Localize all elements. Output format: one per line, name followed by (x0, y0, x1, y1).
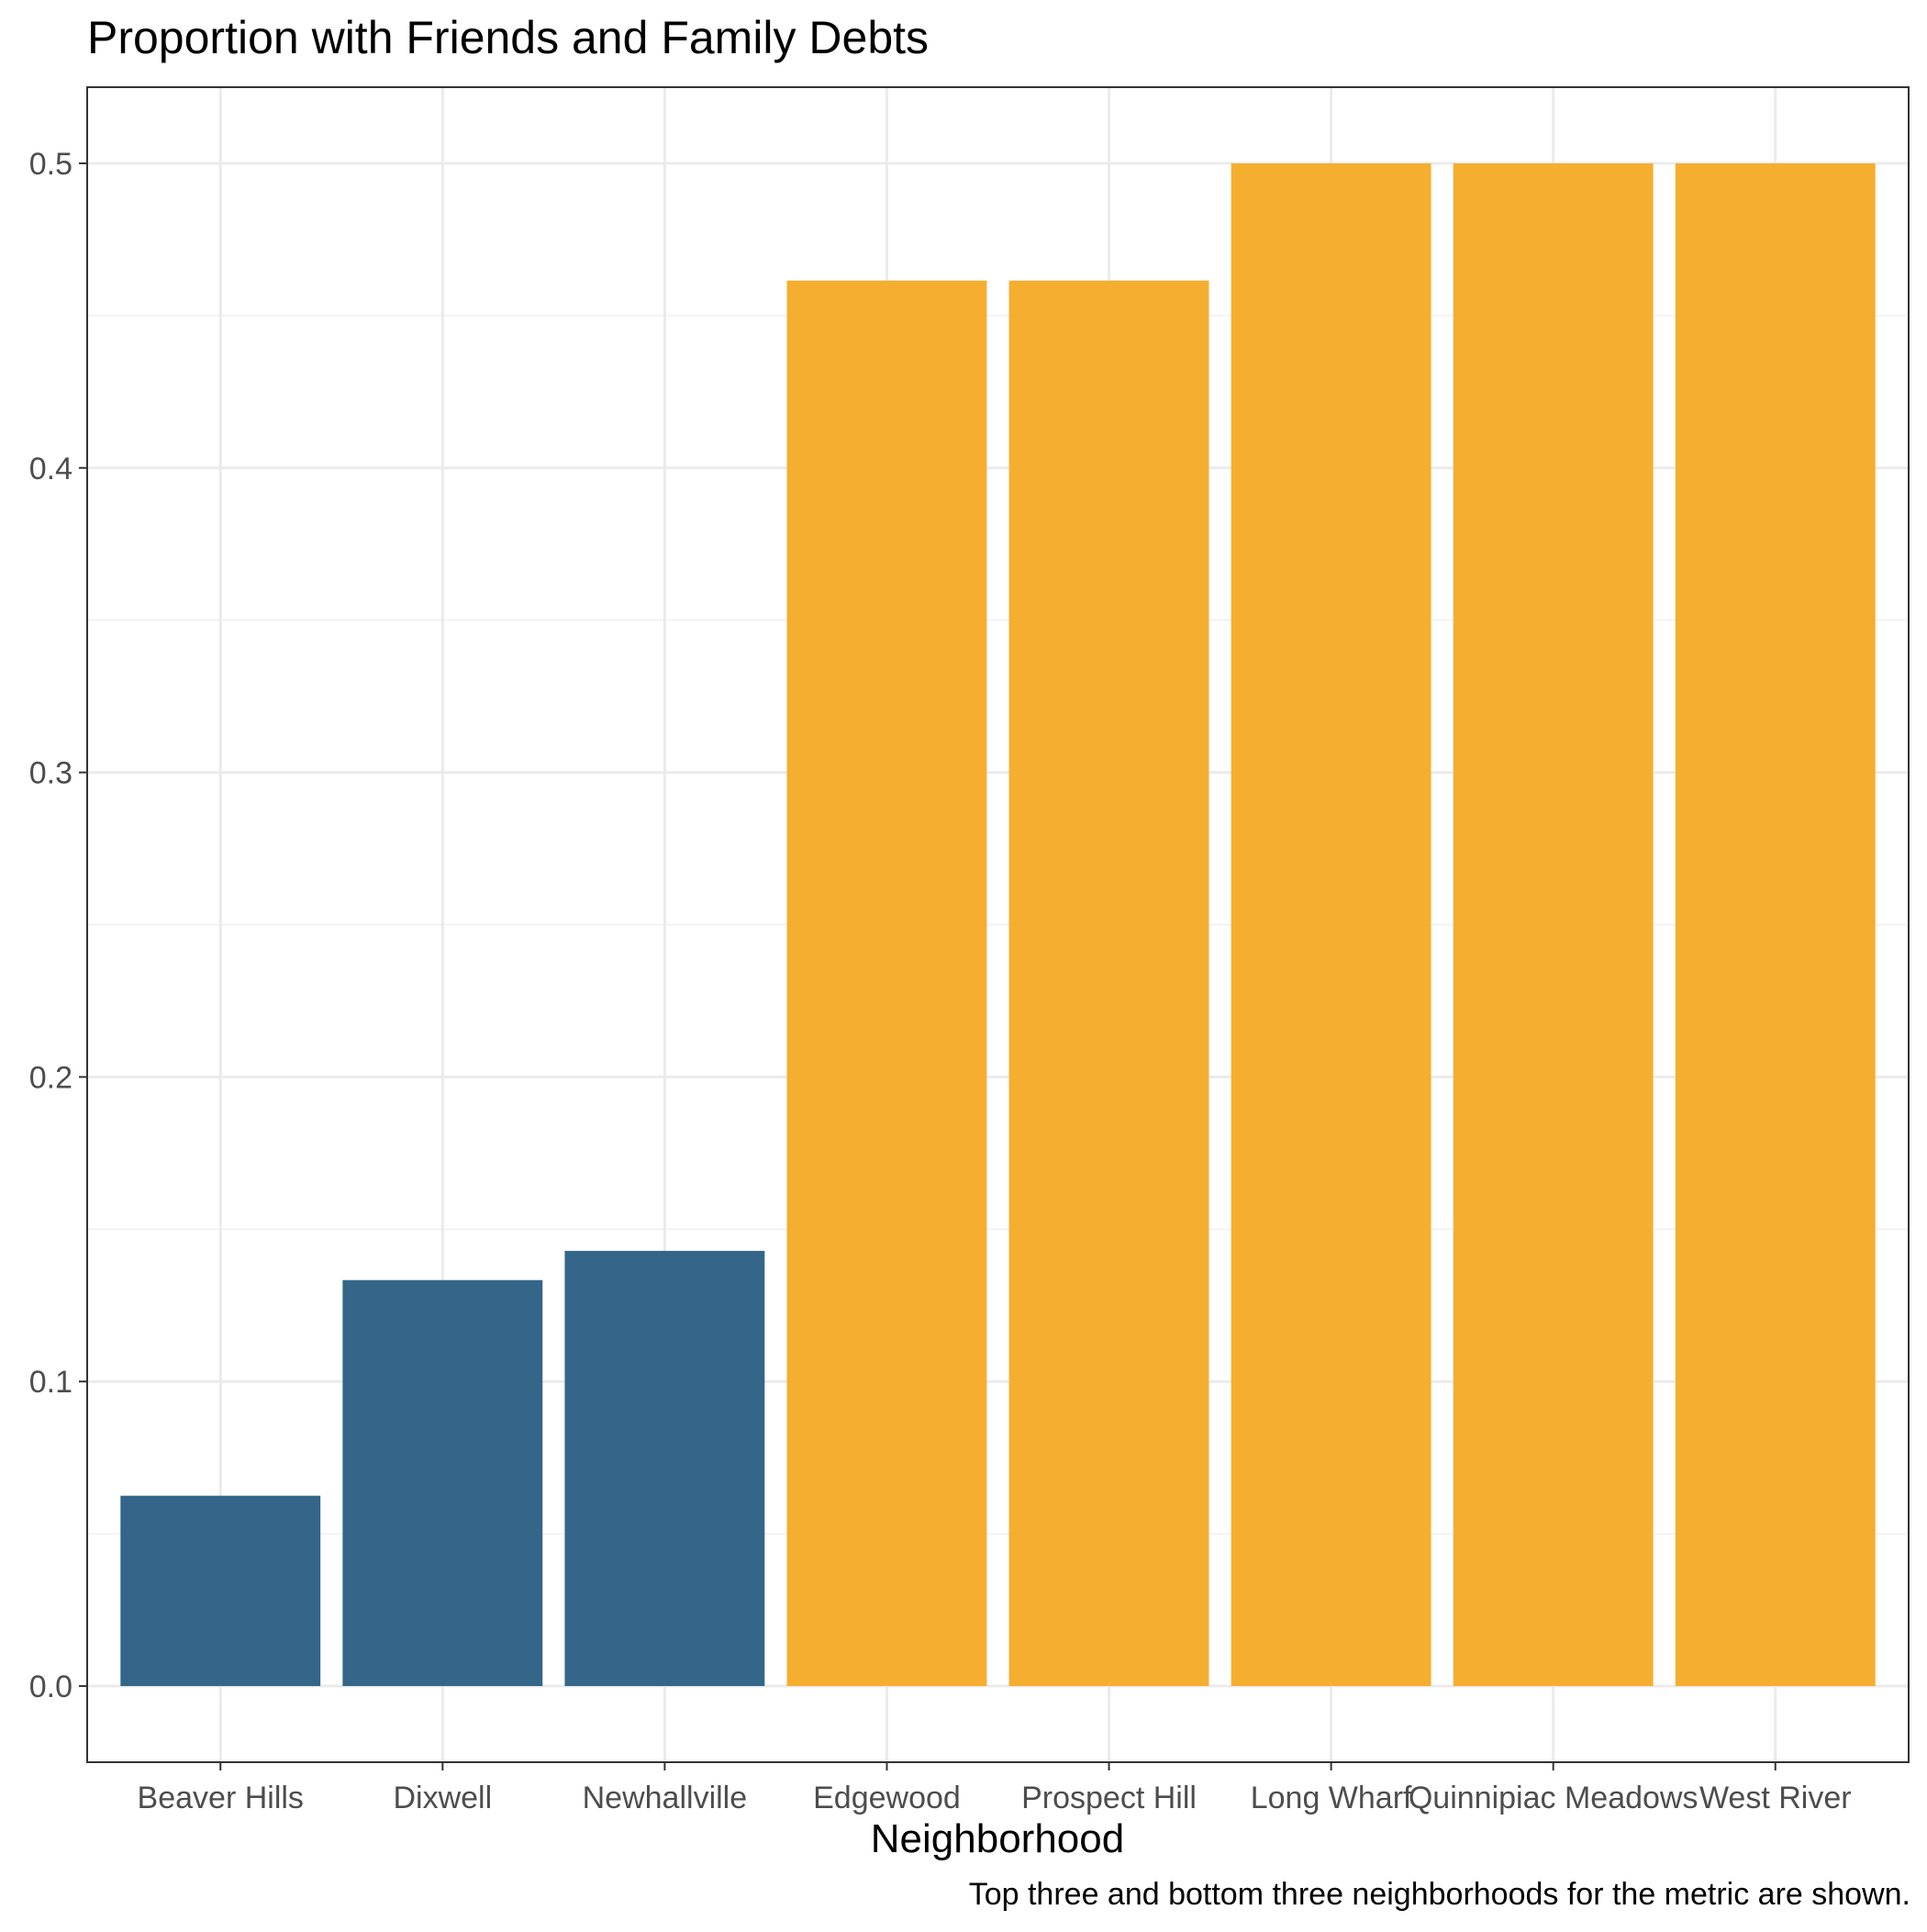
x-tick-label: Dixwell (393, 1781, 492, 1815)
bar-edgewood (786, 280, 987, 1687)
y-tick-label: 0.4 (29, 452, 72, 486)
bar-west-river (1675, 162, 1876, 1687)
plot-border (86, 86, 1910, 1763)
bar-long-wharf (1231, 162, 1431, 1687)
bar-prospect-hill (1008, 280, 1209, 1687)
x-tick-label: Beaver Hills (138, 1781, 304, 1815)
x-tick-label: Prospect Hill (1021, 1781, 1197, 1815)
y-tick-label: 0.0 (29, 1670, 72, 1704)
bar-dixwell (342, 1279, 543, 1687)
bar-newhallville (564, 1250, 765, 1687)
y-tick-label: 0.1 (29, 1365, 72, 1400)
x-axis-title: Neighborhood (871, 1816, 1124, 1861)
chart-title: Proportion with Friends and Family Debts (87, 12, 929, 63)
x-tick-label: Newhallville (583, 1781, 748, 1815)
axes: 0.0 0.1 0.2 0.3 0.4 0.5 Beaver Hills Dixwell New… (29, 147, 1852, 1815)
bar-quinnipiac-meadows (1453, 162, 1654, 1687)
bar-beaver-hills (120, 1495, 321, 1687)
x-tick-label: Long Wharf (1251, 1781, 1412, 1815)
x-tick-label: Edgewood (813, 1781, 961, 1815)
y-tick-label: 0.2 (29, 1060, 72, 1095)
y-tick-label: 0.3 (29, 756, 72, 791)
chart-caption: Top three and bottom three neighborhoods… (969, 1877, 1910, 1912)
x-tick-label: Quinnipiac Meadows (1409, 1781, 1699, 1815)
y-tick-label: 0.5 (29, 147, 72, 182)
x-tick-label: West River (1699, 1781, 1852, 1815)
bars (120, 162, 1876, 1687)
